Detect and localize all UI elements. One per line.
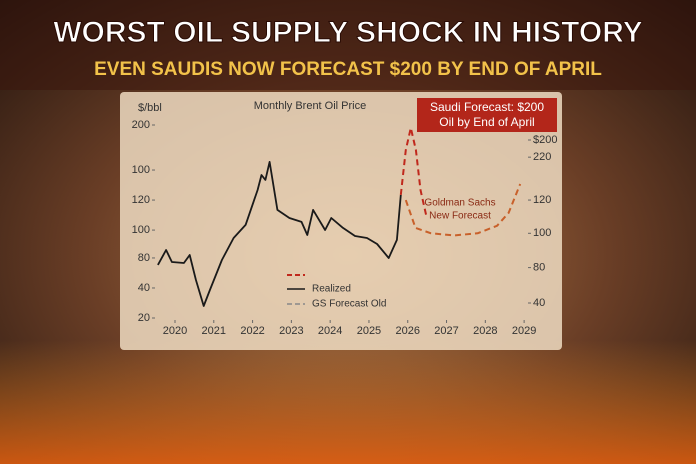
x-tick-label: 2022 — [240, 325, 264, 337]
x-tick-label: 2020 — [163, 325, 187, 337]
callout-box — [417, 98, 557, 132]
y2-tick-label: 80 — [533, 262, 545, 274]
chart-panel — [120, 92, 562, 350]
x-tick-label: 2025 — [357, 325, 381, 337]
callout-line: Oil by End of April — [439, 115, 534, 129]
x-tick-label: 2021 — [202, 325, 226, 337]
y2-tick-label: $200 — [533, 134, 557, 146]
y-tick-label: 120 — [132, 194, 150, 206]
y-tick-label: 200 — [132, 119, 150, 131]
subtitle: EVEN SAUDIS NOW FORECAST $200 BY END OF … — [94, 59, 602, 80]
x-tick-label: 2028 — [473, 325, 497, 337]
gs-note: Goldman Sachs — [424, 198, 495, 209]
fire-glow — [0, 340, 696, 464]
y2-tick-label: 100 — [533, 227, 551, 239]
series-line — [404, 183, 522, 237]
legend-label: GS Forecast Old — [312, 299, 386, 310]
series-line — [399, 126, 428, 219]
y2-tick-label: 120 — [533, 194, 551, 206]
title-band — [0, 0, 696, 90]
legend-label: Realized — [312, 284, 351, 295]
y-tick-label: 100 — [132, 224, 150, 236]
title: WORST OIL SUPPLY SHOCK IN HISTORY — [53, 16, 643, 49]
y-tick-label: 40 — [138, 282, 150, 294]
x-tick-label: 2029 — [512, 325, 536, 337]
gs-note: New Forecast — [429, 211, 491, 222]
y-tick-label: 100 — [132, 164, 150, 176]
series-line — [157, 161, 402, 307]
x-tick-label: 2026 — [396, 325, 420, 337]
y2-tick-label: 220 — [533, 151, 551, 163]
y-axis-label: $/bbl — [138, 102, 162, 114]
x-tick-label: 2023 — [279, 325, 303, 337]
x-tick-label: 2027 — [434, 325, 458, 337]
callout-line: Saudi Forecast: $200 — [430, 100, 544, 114]
x-tick-label: 2024 — [318, 325, 342, 337]
chart-title: Monthly Brent Oil Price — [254, 100, 366, 112]
y-tick-label: 80 — [138, 252, 150, 264]
y-tick-label: 20 — [138, 312, 150, 324]
y2-tick-label: 40 — [533, 297, 545, 309]
